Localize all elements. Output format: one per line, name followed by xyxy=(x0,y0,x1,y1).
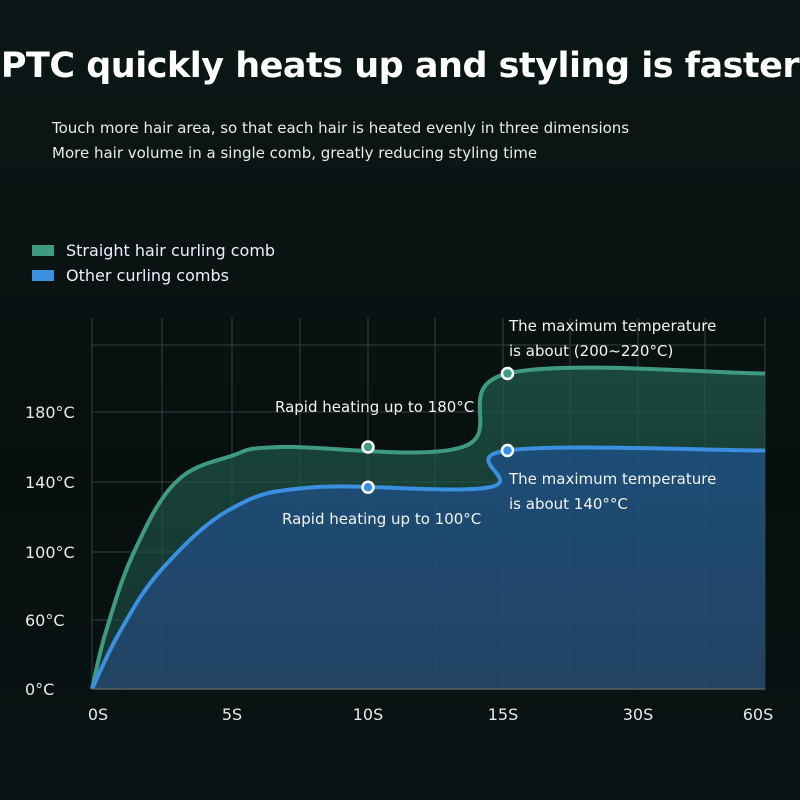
legend-swatch xyxy=(32,245,54,256)
x-tick-label: 10S xyxy=(353,705,384,724)
legend-item-straight: Straight hair curling comb xyxy=(32,241,275,260)
x-tick-label: 60S xyxy=(743,705,774,724)
data-point-marker xyxy=(500,443,515,458)
series-line-1 xyxy=(90,445,766,690)
subtitle-line-2: More hair volume in a single comb, great… xyxy=(52,144,538,162)
y-tick-label: 0°C xyxy=(25,680,54,699)
legend-item-other: Other curling combs xyxy=(32,266,229,285)
annotation-blue-max: The maximum temperature is about 140°°C xyxy=(509,470,717,513)
annotation-blue-10s: Rapid heating up to 100°C xyxy=(282,510,482,528)
data-point-marker xyxy=(361,440,375,454)
annotation-green-10s: Rapid heating up to 180°C xyxy=(275,398,475,416)
y-tick-label: 100°C xyxy=(25,543,75,562)
series-area-1 xyxy=(92,447,765,689)
page-title: PTC quickly heats up and styling is fast… xyxy=(0,46,800,86)
data-point-marker xyxy=(500,366,515,381)
annotation-green-max: The maximum temperature is about (200~220… xyxy=(509,317,717,360)
y-tick-label: 140°C xyxy=(25,473,75,492)
legend-label: Straight hair curling comb xyxy=(66,241,276,260)
y-tick-label: 60°C xyxy=(25,611,65,630)
y-tick-label: 180°C xyxy=(25,403,75,422)
x-tick-label: 15S xyxy=(488,705,519,724)
subtitle-line-1: Touch more hair area, so that each hair … xyxy=(52,119,630,137)
data-point-marker xyxy=(361,480,375,494)
x-tick-label: 5S xyxy=(222,705,242,724)
x-tick-label: 0S xyxy=(88,705,108,724)
x-tick-label: 30S xyxy=(623,705,654,724)
legend-swatch xyxy=(32,270,54,281)
legend-label: Other curling combs xyxy=(66,266,229,285)
